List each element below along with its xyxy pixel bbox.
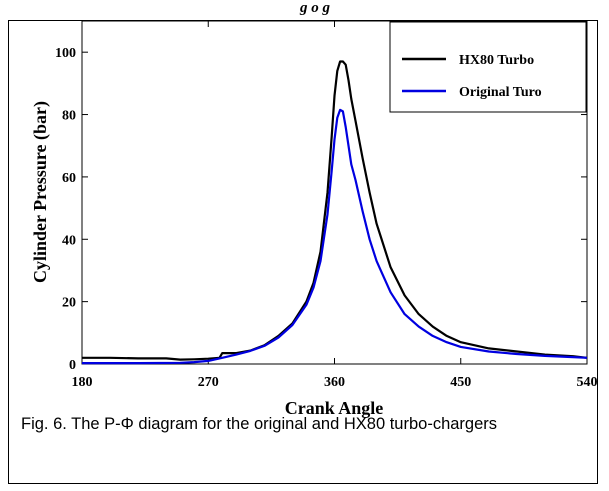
header-text-fragment: g o g xyxy=(300,0,330,16)
y-tick-label: 0 xyxy=(69,358,76,373)
x-tick-label: 450 xyxy=(450,375,471,390)
legend-box xyxy=(389,21,587,113)
x-tick-label: 180 xyxy=(72,375,93,390)
x-tick-label: 360 xyxy=(324,375,345,390)
y-tick-label: 40 xyxy=(62,233,76,248)
x-tick-label: 540 xyxy=(577,375,598,390)
series-line-hx80 xyxy=(82,60,588,361)
x-tick-label: 270 xyxy=(198,375,219,390)
figure-caption: Fig. 6. The P-Φ diagram for the original… xyxy=(21,415,498,433)
legend-label-hx80: HX80 Turbo xyxy=(459,53,534,68)
legend: HX80 Turbo Original Turo xyxy=(389,21,587,113)
y-axis: 0 20 40 60 80 100 xyxy=(55,46,587,373)
y-tick-label: 20 xyxy=(62,296,76,311)
y-tick-label: 60 xyxy=(62,171,76,186)
y-tick-label: 100 xyxy=(55,46,76,61)
y-axis-title: Cylinder Pressure (bar) xyxy=(30,101,51,283)
y-tick-label: 80 xyxy=(62,109,76,124)
series-layer xyxy=(82,60,588,365)
series-line-original xyxy=(82,108,588,365)
legend-label-original: Original Turo xyxy=(459,85,542,100)
x-axis-title: Crank Angle xyxy=(285,398,384,418)
